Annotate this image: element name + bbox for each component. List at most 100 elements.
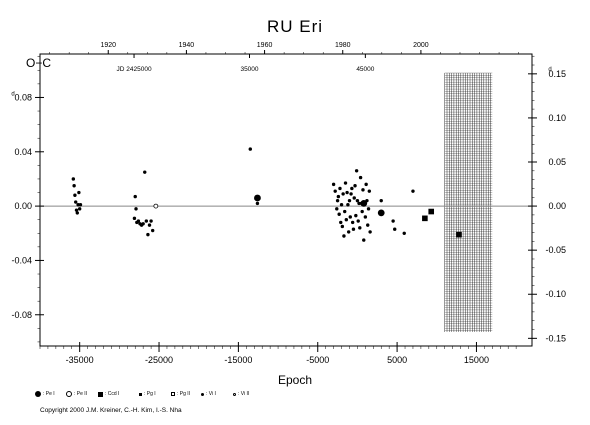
data-point-pe1 [377,209,385,217]
x-tick-label: -5000 [306,355,329,365]
data-point-vi1 [74,208,79,212]
x-tick-label: 15000 [464,355,489,365]
y-right-tick-label: -0.05 [545,245,566,255]
y-left-tick-label: 0.04 [14,147,32,157]
x-tick-label: -15000 [224,355,252,365]
jd-tick-label: 35000 [240,66,258,73]
data-point-vi1 [340,224,345,229]
data-point-vi1 [331,182,336,187]
data-point-vi1 [78,203,83,207]
data-point-vi1 [361,188,365,192]
legend-item: : Ccd I [98,391,119,397]
data-point-vi1 [141,222,145,226]
chart-title: RU Eri [266,17,324,36]
y-left-tick-label: 0.08 [14,92,32,102]
legend-item: : Pg I [139,391,156,397]
data-point-vi1 [143,170,147,174]
hatched-region [444,72,493,332]
data-point-vi1 [358,175,363,180]
legend-item: : Vi II [233,391,249,397]
legend-item: : Pe II [66,391,87,397]
y-right-tick-label: 0.05 [548,157,566,167]
data-point-vi1 [336,194,341,199]
data-point-vi1 [136,219,141,223]
data-point-vi1 [77,190,81,195]
data-point-vi1 [341,192,345,196]
data-point-vi1 [335,198,340,203]
data-point-vi1 [144,219,149,223]
data-point-vi1 [357,201,361,206]
legend-item: : Pg II [171,391,190,397]
legend-label: : Pe II [74,391,88,397]
y-right-tick-label: 0.00 [548,201,566,211]
y-left-unit: d [11,91,14,97]
data-point-vi1 [248,147,252,151]
copyright-note: Copyright 2000 J.M. Kreiner, C.-H. Kim, … [40,407,182,414]
legend-marker [35,391,41,397]
data-point-vi1 [350,186,354,191]
y-right-unit: d [548,67,551,73]
data-point-vi1 [346,230,351,234]
data-point-vi1 [379,198,383,203]
x-tick-label: -25000 [145,355,173,365]
data-point-vi1 [402,231,406,235]
data-point-pe2 [153,203,159,209]
year-tick-label: 1940 [179,42,195,49]
legend-marker [66,391,72,397]
x-tick-label: -35000 [66,355,94,365]
data-point-vi1 [350,220,355,225]
x-axis-label: Epoch [277,373,313,387]
legend-label: : Vi II [238,391,250,397]
data-point-vi1 [150,228,155,233]
data-point-vi1 [74,200,78,204]
data-point-vi1 [149,219,153,223]
y-left-tick-label: -0.04 [11,255,32,265]
data-point-vi1 [353,184,357,188]
data-point-vi1 [347,198,352,203]
data-point-vi1 [134,207,138,211]
data-point-vi1 [72,184,76,188]
data-point-vi1 [147,223,152,227]
legend-label: : Pe I [43,391,55,397]
data-point-vi1 [337,212,341,216]
legend-marker [233,392,236,396]
data-point-vi1 [333,189,337,193]
data-point-ccd1 [456,231,462,238]
data-point-vi1 [255,201,260,206]
data-point-vi1 [360,209,364,214]
data-point-vi1 [354,213,358,218]
data-point-vi1 [335,207,339,211]
data-point-vi1 [367,189,372,193]
y-right-tick-label: 0.15 [548,69,566,79]
data-point-pe1 [360,199,368,207]
x-tick-label: 5000 [387,355,407,365]
data-point-pe1 [254,194,261,202]
data-point-vi1 [355,198,360,203]
data-point-vi1 [339,203,344,207]
year-tick-label: 1960 [257,42,273,49]
data-point-vi1 [364,182,368,187]
jd-tick-label: 45000 [356,66,374,73]
data-point-vi1 [393,227,397,231]
data-point-vi1 [366,223,370,227]
y-right-tick-label: -0.15 [545,333,566,343]
data-point-vi1 [362,238,366,242]
legend-label: : Vi I [206,391,216,397]
data-point-vi1 [339,220,343,225]
legend-item: : Vi I [201,391,216,397]
data-point-vi1 [348,215,352,219]
data-point-vi1 [73,193,77,197]
data-point-vi1 [358,226,362,230]
legend-label: : Pg I [144,391,156,397]
data-point-vi1 [75,211,79,215]
data-point-ccd1 [422,215,428,222]
y-axis-label: O−C [26,56,52,70]
data-point-ccd1 [428,208,435,215]
legend-marker [98,391,103,397]
data-point-vi1 [344,217,349,222]
data-point-vi1 [351,227,356,231]
legend-marker [139,392,142,396]
data-point-vi1 [146,232,150,237]
data-point-vi1 [349,192,353,196]
